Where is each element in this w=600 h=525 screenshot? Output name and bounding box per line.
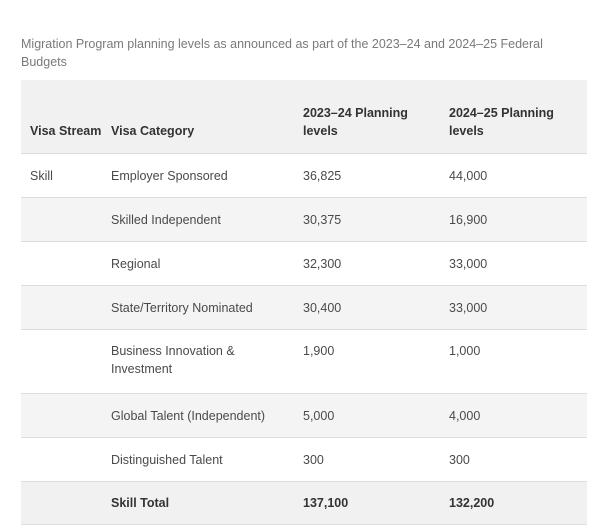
cell-visa-category: Distinguished Talent — [102, 437, 294, 482]
table-row: State/Territory Nominated 30,400 33,000 — [21, 285, 587, 330]
cell-2024-25: 16,900 — [440, 197, 587, 242]
cell-visa-category: State/Territory Nominated — [102, 285, 294, 330]
total-2024-25: 132,200 — [440, 481, 587, 525]
table-row: Distinguished Talent 300 300 — [21, 437, 587, 482]
cell-visa-stream — [21, 197, 102, 242]
table-total-row: Skill Total 137,100 132,200 — [21, 481, 587, 525]
cell-2023-24: 32,300 — [294, 241, 440, 286]
cell-visa-stream — [21, 241, 102, 286]
table-row: Global Talent (Independent) 5,000 4,000 — [21, 393, 587, 438]
cell-visa-stream — [21, 393, 102, 438]
cell-2024-25: 300 — [440, 437, 587, 482]
cell-2024-25: 33,000 — [440, 285, 587, 330]
cell-2024-25: 1,000 — [440, 329, 587, 394]
table-row: Skill Employer Sponsored 36,825 44,000 — [21, 153, 587, 198]
cell-2024-25: 44,000 — [440, 153, 587, 198]
total-visa-stream — [21, 481, 102, 525]
header-visa-category: Visa Category — [102, 80, 294, 154]
cell-visa-category: Employer Sponsored — [102, 153, 294, 198]
planning-levels-table: Visa Stream Visa Category 2023–24 Planni… — [21, 80, 587, 525]
cell-2023-24: 5,000 — [294, 393, 440, 438]
table-caption: Migration Program planning levels as ann… — [21, 37, 543, 69]
table-row: Business Innovation & Investment 1,900 1… — [21, 329, 587, 394]
table-header-row: Visa Stream Visa Category 2023–24 Planni… — [21, 80, 587, 154]
table-row: Skilled Independent 30,375 16,900 — [21, 197, 587, 242]
cell-visa-stream — [21, 329, 102, 394]
total-2023-24: 137,100 — [294, 481, 440, 525]
cell-visa-category: Business Innovation & Investment — [102, 329, 294, 394]
cell-2023-24: 36,825 — [294, 153, 440, 198]
cell-visa-category: Skilled Independent — [102, 197, 294, 242]
cell-2023-24: 30,400 — [294, 285, 440, 330]
header-2023-24-planning-levels: 2023–24 Planning levels — [294, 80, 440, 154]
cell-2023-24: 1,900 — [294, 329, 440, 394]
header-2024-25-planning-levels: 2024–25 Planning levels — [440, 80, 587, 154]
table-row: Regional 32,300 33,000 — [21, 241, 587, 286]
cell-visa-category: Global Talent (Independent) — [102, 393, 294, 438]
cell-visa-stream — [21, 285, 102, 330]
cell-visa-stream — [21, 437, 102, 482]
cell-2024-25: 33,000 — [440, 241, 587, 286]
total-label: Skill Total — [102, 481, 294, 525]
cell-2023-24: 300 — [294, 437, 440, 482]
cell-visa-stream: Skill — [21, 153, 102, 198]
cell-2023-24: 30,375 — [294, 197, 440, 242]
cell-2024-25: 4,000 — [440, 393, 587, 438]
cell-visa-category: Regional — [102, 241, 294, 286]
header-visa-stream: Visa Stream — [21, 80, 102, 154]
